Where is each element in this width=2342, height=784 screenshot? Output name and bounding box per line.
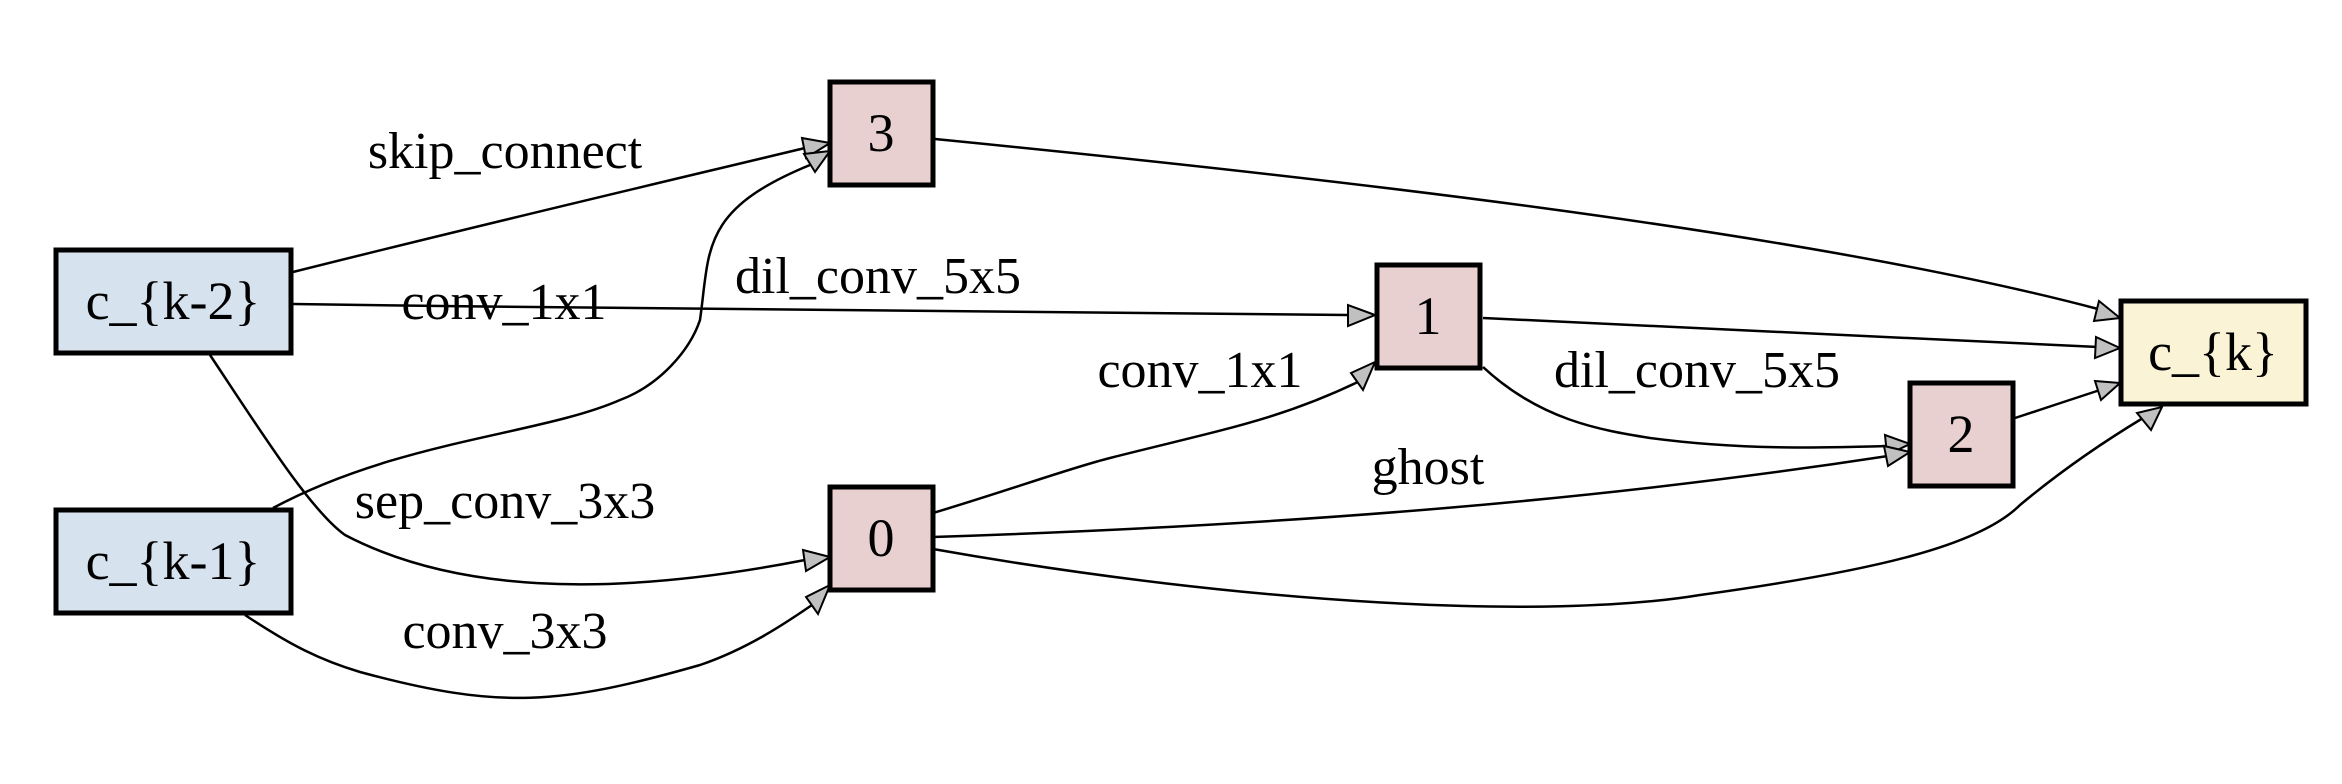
edge-label-dil-conv-5x5-b: dil_conv_5x5: [1554, 342, 1840, 399]
node-ck[interactable]: c_{k}: [2121, 301, 2306, 404]
node-ck1-label: c_{k-1}: [86, 531, 261, 591]
arrow-0-to-1: [1351, 362, 1375, 390]
edge-2-to-ck: [2015, 390, 2100, 418]
node-0[interactable]: 0: [830, 487, 933, 590]
node-2[interactable]: 2: [1910, 383, 2013, 486]
arrow-3-to-ck: [2094, 301, 2120, 321]
node-3[interactable]: 3: [830, 82, 933, 185]
node-1[interactable]: 1: [1377, 265, 1480, 368]
node-ck2-label: c_{k-2}: [86, 271, 261, 331]
edge-label-ghost: ghost: [1372, 439, 1485, 496]
edge-label-sep-conv-3x3: sep_conv_3x3: [355, 473, 655, 530]
edge-label-conv-1x1-a: conv_1x1: [401, 274, 606, 331]
arrow-ck2-to-1: [1348, 305, 1375, 326]
arrow-ck1-to-3: [804, 151, 830, 172]
node-ck-label: c_{k}: [2148, 322, 2278, 382]
node-3-label: 3: [868, 103, 895, 163]
arrow-ck2-to-0: [803, 550, 830, 571]
arrow-2-to-ck: [2095, 381, 2120, 400]
edge-3-to-ck: [935, 139, 2098, 309]
arrow-1-to-ck: [2095, 337, 2120, 358]
arrow-0-to-2: [1884, 446, 1910, 466]
edge-label-skip-connect: skip_connect: [368, 123, 643, 180]
edge-ck1-to-3: [273, 165, 810, 508]
node-2-label: 2: [1948, 404, 1975, 464]
edge-ck2-to-0: [210, 355, 805, 584]
edge-label-conv-3x3: conv_3x3: [402, 603, 607, 660]
edge-label-conv-1x1-b: conv_1x1: [1097, 342, 1302, 399]
edge-label-dil-conv-5x5-a: dil_conv_5x5: [735, 248, 1021, 305]
node-ck2[interactable]: c_{k-2}: [56, 250, 291, 353]
arrow-ck1-to-0: [806, 585, 830, 614]
edge-0-to-1: [933, 380, 1362, 513]
node-1-label: 1: [1415, 286, 1442, 346]
node-ck1[interactable]: c_{k-1}: [56, 510, 291, 613]
node-0-label: 0: [868, 508, 895, 568]
arrow-0-to-ck: [2137, 407, 2162, 430]
